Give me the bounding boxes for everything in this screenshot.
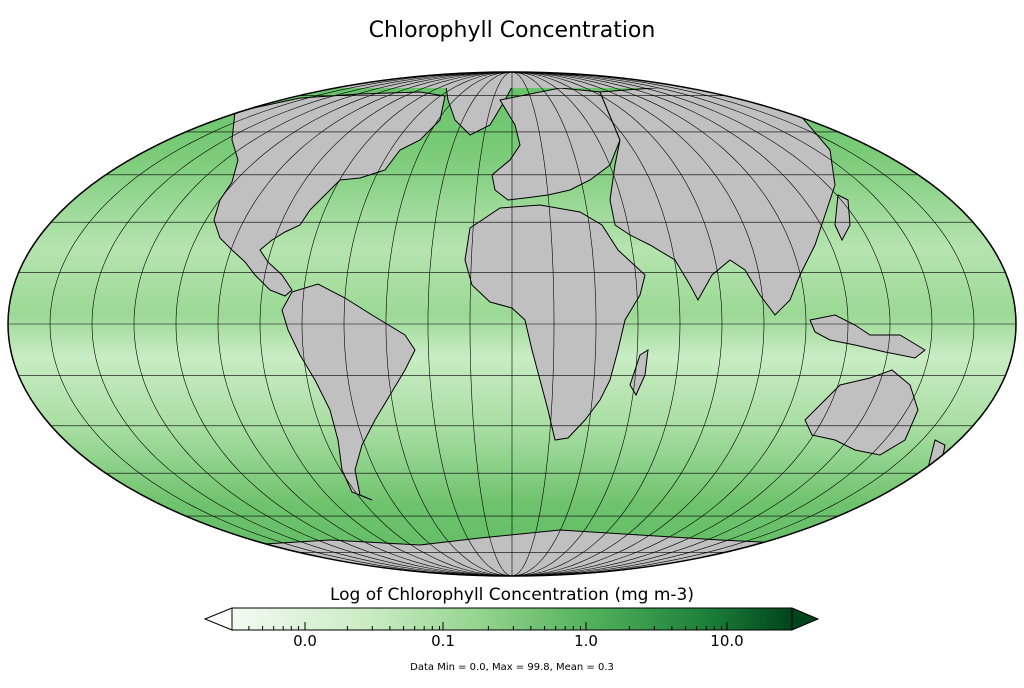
land-asia (599, 85, 836, 316)
colorbar-tick-label: 1.0 (574, 632, 598, 650)
colorbar-extend-high (791, 607, 820, 631)
colorbar-tick-label: 0.1 (431, 632, 455, 650)
colorbar-ticks (248, 622, 728, 630)
land-indonesia (809, 314, 926, 359)
land-south-america (281, 283, 416, 501)
map-outline (7, 71, 1017, 577)
colorbar-extend-low (203, 607, 233, 631)
colorbar (231, 607, 793, 631)
map-title: Chlorophyll Concentration (368, 18, 656, 43)
colorbar-label: Log of Chlorophyll Concentration (mg m-3… (329, 585, 694, 605)
graticule (7, 71, 1017, 577)
data-stats: Data Min = 0.0, Max = 99.8, Mean = 0.3 (410, 662, 614, 673)
colorbar-tick-label: 0.0 (293, 632, 317, 650)
land-north-america (213, 91, 446, 297)
colorbar-tick-label: 10.0 (710, 632, 744, 650)
land-africa (464, 204, 646, 441)
